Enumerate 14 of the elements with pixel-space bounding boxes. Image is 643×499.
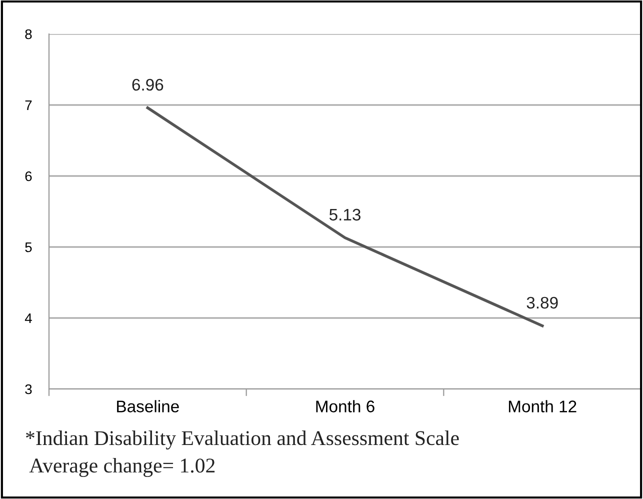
- y-tick-label: 7: [25, 100, 32, 110]
- y-tick-label: 6: [25, 171, 32, 182]
- data-label: 6.96: [132, 78, 164, 91]
- y-tick-label: 8: [25, 29, 32, 40]
- data-label: 5.13: [329, 208, 360, 221]
- text: Average change= 1.02: [29, 458, 215, 477]
- y-tick-label: 3: [25, 384, 32, 394]
- y-tick-label: 4: [24, 313, 32, 324]
- data-label: 3.89: [526, 296, 558, 309]
- x-tick-label: Month 12: [508, 400, 576, 412]
- x-tick-label: Month 6: [316, 400, 374, 412]
- y-tick-label: 5: [25, 242, 32, 252]
- x-tick-label: Baseline: [117, 400, 179, 412]
- text: *Indian Disability Evaluation and Assessment Scale: [26, 430, 459, 450]
